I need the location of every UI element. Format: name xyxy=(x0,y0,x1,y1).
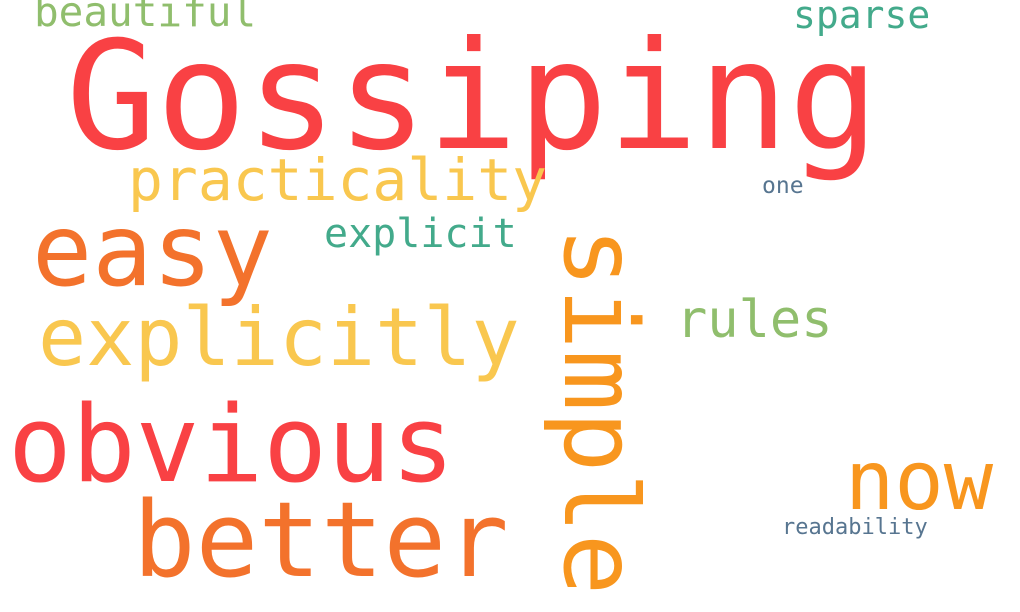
word-explicitly: explicitly xyxy=(38,291,520,384)
word-easy: easy xyxy=(32,192,273,309)
word-simple: simple xyxy=(540,226,659,596)
word-explicit: explicit xyxy=(324,211,517,257)
word-better: better xyxy=(133,479,509,601)
word-one: one xyxy=(762,173,804,199)
word-readability: readability xyxy=(782,515,928,540)
word-obvious: obvious xyxy=(8,383,455,506)
word-gossiping: Gossiping xyxy=(66,10,879,184)
word-now: now xyxy=(845,434,994,529)
word-beautiful: beautiful xyxy=(34,0,257,36)
word-rules: rules xyxy=(676,290,833,350)
word-practicality: practicality xyxy=(128,146,548,214)
word-sparse: sparse xyxy=(793,0,931,37)
